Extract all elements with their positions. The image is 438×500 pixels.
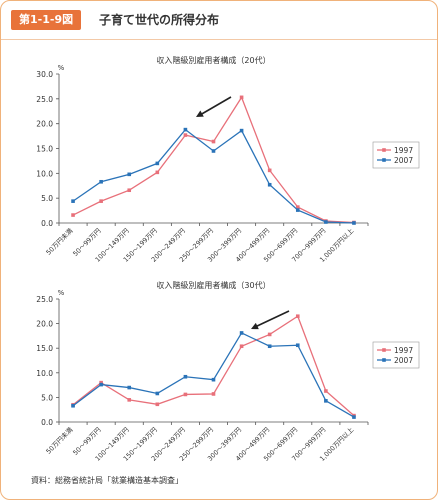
- y-tick-label: 25.0: [36, 295, 53, 304]
- y-tick-label: 20.0: [36, 320, 53, 329]
- data-point-1997: [239, 95, 244, 100]
- series-line-2007: [72, 128, 354, 224]
- data-point-2007: [267, 344, 272, 349]
- legend-label-1997: 1997: [394, 346, 413, 355]
- y-tick-label: 5.0: [41, 393, 53, 402]
- figure-number-badge: 第1-1-9図: [11, 10, 82, 30]
- y-tick-label: 0.0: [41, 418, 53, 427]
- y-tick-label: 10.0: [36, 369, 53, 378]
- series-line-1997: [72, 95, 354, 224]
- y-tick-label: 30.0: [36, 70, 53, 79]
- chart-title: 収入階級別雇用者構成（20代）: [156, 55, 270, 65]
- source-note: 資料：総務省統計局「就業構造基本調査」: [31, 476, 183, 485]
- y-axis-unit-label: %: [58, 64, 65, 72]
- y-tick-label: 0.0: [41, 219, 53, 228]
- legend-label-1997: 1997: [394, 146, 413, 155]
- legend-label-2007: 2007: [394, 356, 413, 365]
- data-point-2007: [352, 415, 356, 419]
- data-point-2007: [239, 128, 244, 133]
- chart-20s: 収入階級別雇用者構成（20代）% 0.0 5.0 10.0 15.0 20.0 25.0 30…: [36, 55, 420, 264]
- chart-title: 収入階級別雇用者構成（30代）: [156, 280, 270, 290]
- chart-30s: 収入階級別雇用者構成（30代）% 0.0 5.0 10.0 15.0 20.0 25.0 50…: [36, 280, 420, 463]
- data-point-2007: [295, 343, 300, 348]
- series-line-2007: [72, 332, 355, 418]
- legend-box: [372, 341, 420, 369]
- data-point-2007: [239, 331, 244, 335]
- annotation-arrow-icon: [254, 310, 290, 328]
- legend-label-2007: 2007: [394, 156, 413, 165]
- annotation-arrowhead-icon: [196, 110, 204, 117]
- data-point-2007: [183, 374, 188, 379]
- data-point-1997: [127, 398, 132, 402]
- data-point-1997: [239, 344, 244, 349]
- annotation-arrow-icon: [199, 96, 232, 116]
- annotation-arrowhead-icon: [251, 322, 259, 330]
- data-point-2007: [324, 399, 328, 403]
- data-point-1997: [324, 389, 328, 393]
- data-point-2007: [127, 385, 132, 390]
- y-axis-unit-label: %: [58, 289, 65, 297]
- data-point-2007: [71, 199, 75, 203]
- series-line-1997: [72, 315, 355, 417]
- data-point-1997: [211, 392, 216, 396]
- data-point-2007: [155, 161, 160, 166]
- header-divider: [1, 39, 437, 40]
- x-tick-label: 50万円未満: [44, 226, 75, 257]
- legend-marker-2007: [382, 158, 386, 162]
- data-point-1997: [295, 205, 300, 209]
- data-point-2007: [352, 221, 356, 225]
- data-point-1997: [183, 392, 188, 397]
- y-tick-label: 10.0: [36, 169, 53, 178]
- figure-title: 子育て世代の所得分布: [99, 13, 220, 27]
- y-tick-label: 5.0: [41, 194, 53, 203]
- data-point-2007: [295, 208, 300, 212]
- figure-header: 第1-1-9図 子育て世代の所得分布: [1, 1, 437, 41]
- x-tick-label: 50万円未満: [44, 425, 75, 456]
- data-point-2007: [71, 403, 75, 408]
- legend-marker-1997: [382, 348, 386, 352]
- legend-marker-1997: [382, 148, 386, 152]
- y-tick-label: 25.0: [36, 95, 53, 104]
- data-point-1997: [155, 170, 160, 175]
- data-point-2007: [127, 172, 132, 177]
- data-point-2007: [324, 220, 328, 224]
- data-point-2007: [211, 149, 216, 153]
- data-point-1997: [267, 168, 272, 173]
- data-point-2007: [155, 391, 160, 396]
- data-point-2007: [183, 127, 188, 132]
- data-point-2007: [99, 382, 103, 387]
- data-point-2007: [267, 182, 272, 187]
- data-point-1997: [71, 213, 75, 217]
- data-point-1997: [99, 380, 103, 385]
- y-tick-label: 15.0: [36, 344, 53, 353]
- data-point-1997: [267, 332, 272, 337]
- data-point-1997: [155, 402, 160, 407]
- legend-box: [372, 141, 420, 169]
- data-point-1997: [295, 314, 300, 319]
- data-point-1997: [127, 188, 132, 193]
- legend-marker-2007: [382, 358, 386, 362]
- data-point-1997: [183, 133, 188, 137]
- data-point-2007: [211, 377, 216, 382]
- data-point-2007: [99, 179, 103, 184]
- y-tick-label: 15.0: [36, 145, 53, 154]
- data-point-1997: [99, 199, 103, 203]
- data-point-1997: [211, 139, 216, 144]
- y-tick-label: 20.0: [36, 120, 53, 129]
